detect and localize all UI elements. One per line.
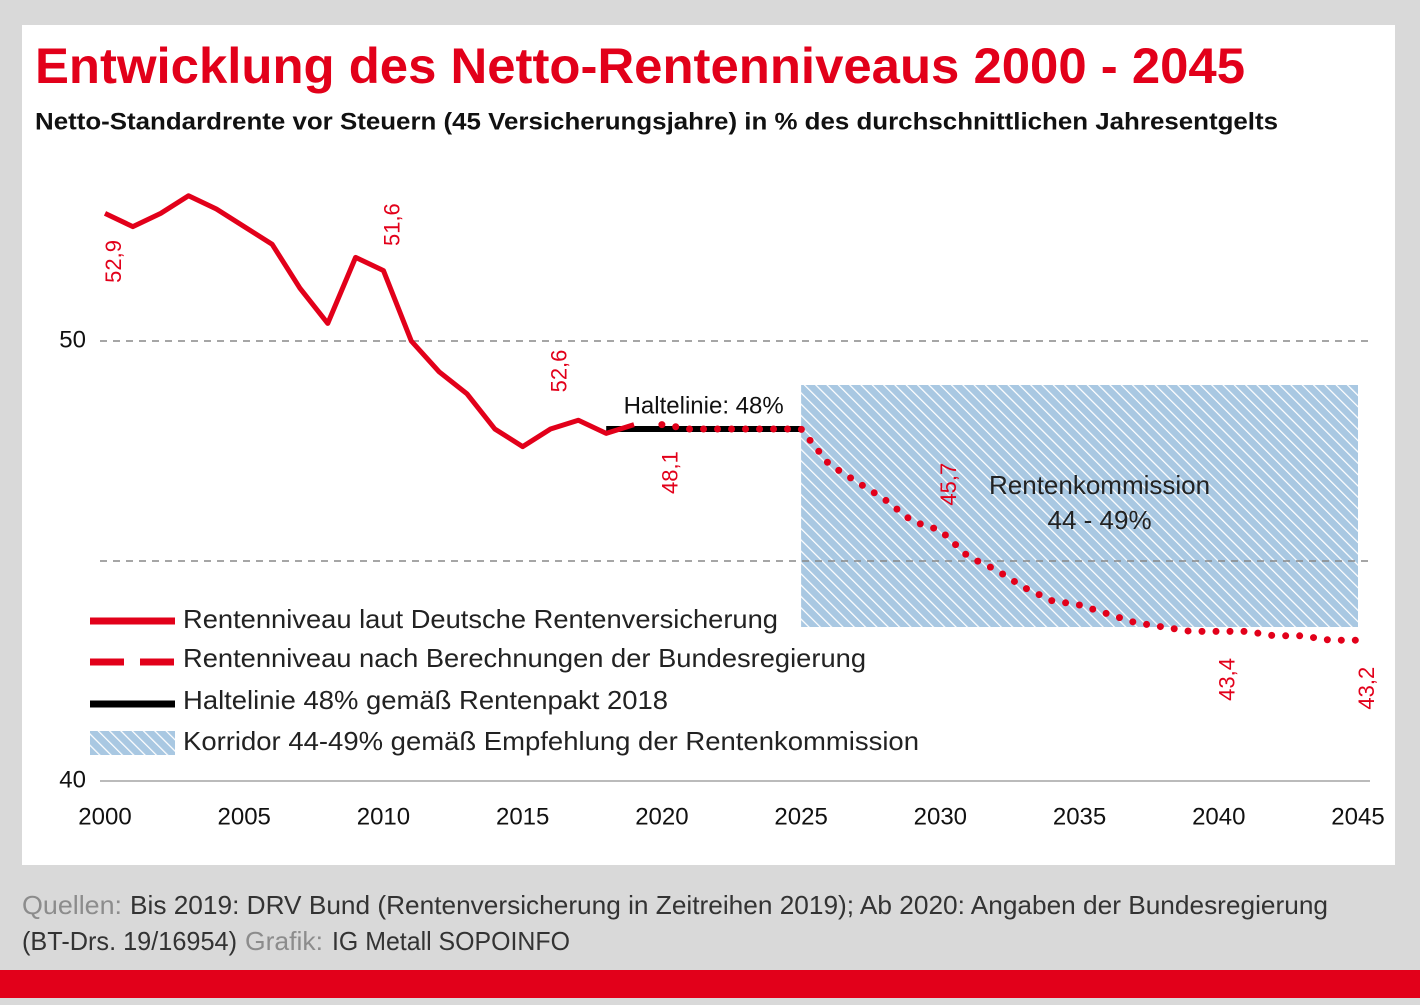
- sources: (BT-Drs. 19/16954): [22, 926, 237, 956]
- footer-bar: [0, 970, 1420, 998]
- haltelinie-label: Haltelinie: 48%: [624, 392, 784, 419]
- chart-subtitle: Netto-Standardrente vor Steuern (45 Vers…: [35, 108, 1278, 135]
- data-label: 43,2: [1354, 667, 1379, 710]
- legend-label: Rentenniveau laut Deutsche Rentenversich…: [183, 604, 778, 634]
- legend-label: Haltelinie 48% gemäß Rentenpakt 2018: [183, 685, 668, 715]
- x-tick-label: 2045: [1331, 803, 1384, 830]
- data-label: 48,1: [658, 451, 683, 494]
- legend-label: Korridor 44-49% gemäß Empfehlung der Ren…: [183, 726, 919, 756]
- corridor-label: 44 - 49%: [1048, 505, 1152, 535]
- x-tick-label: 2000: [78, 803, 131, 830]
- data-label: 51,6: [379, 203, 404, 246]
- data-label: 45,7: [936, 463, 961, 506]
- x-tick-label: 2030: [914, 803, 967, 830]
- x-tick-label: 2035: [1053, 803, 1106, 830]
- x-tick-label: 2015: [496, 803, 549, 830]
- x-tick-label: 2040: [1192, 803, 1245, 830]
- series-line: [658, 421, 1362, 644]
- corridor-label: Rentenkommission: [989, 470, 1210, 500]
- sources: Bis 2019: DRV Bund (Rentenversicherung i…: [130, 890, 1328, 920]
- data-label: 43,4: [1215, 658, 1240, 701]
- annotation: 52,6: [546, 350, 571, 393]
- y-tick-label: 50: [59, 326, 86, 353]
- credit: IG Metall SOPOINFO: [332, 926, 570, 956]
- sources-label: Quellen:: [22, 890, 122, 920]
- x-tick-label: 2005: [218, 803, 271, 830]
- x-tick-label: 2020: [635, 803, 688, 830]
- x-tick-label: 2010: [357, 803, 410, 830]
- legend-swatch: [90, 731, 175, 755]
- corridor: [801, 385, 1358, 627]
- credit-label: Grafik:: [245, 926, 323, 956]
- legend-label: Rentenniveau nach Berechnungen der Bunde…: [183, 643, 866, 673]
- x-tick-label: 2025: [774, 803, 827, 830]
- chart-title: Entwicklung des Netto-Rentenniveaus 2000…: [35, 38, 1245, 94]
- series-line: [103, 193, 635, 450]
- data-label: 52,9: [101, 240, 126, 283]
- y-tick-label: 40: [59, 766, 86, 793]
